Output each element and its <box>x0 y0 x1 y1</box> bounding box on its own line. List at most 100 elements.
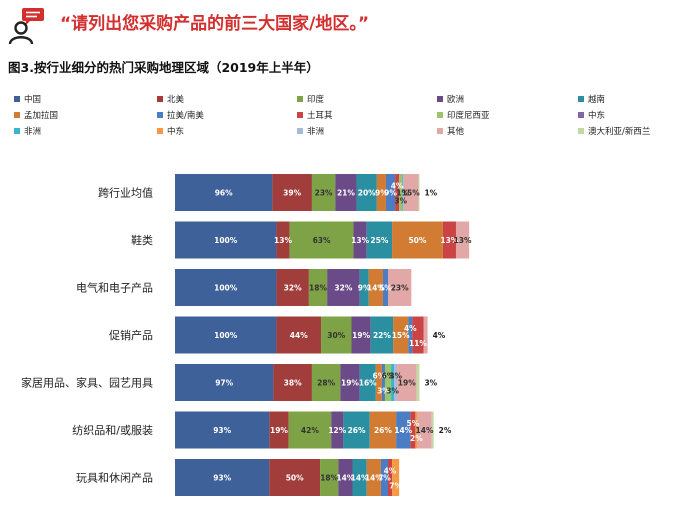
legend-label: 中东 <box>588 111 606 121</box>
data-label: 15% <box>402 189 420 198</box>
data-label: 93% <box>213 474 231 483</box>
legend-label: 澳大利亚/新西兰 <box>588 127 651 137</box>
legend-label: 中东 <box>167 127 185 137</box>
legend-item: 中东 <box>578 109 605 121</box>
bar-segment <box>175 269 277 306</box>
data-label: 42% <box>301 426 319 435</box>
legend-item: 印度 <box>297 93 324 105</box>
legend-swatch <box>437 112 443 118</box>
legend-item: 印度尼西亚 <box>437 109 490 121</box>
bar-segment <box>417 411 432 449</box>
legend-swatch <box>157 96 163 102</box>
bar-segment <box>276 316 322 354</box>
bar-segment <box>380 459 389 496</box>
data-label: 14% <box>351 474 369 483</box>
data-label: 3% <box>394 197 407 206</box>
bar-segment <box>276 221 290 259</box>
legend-label: 拉美/南美 <box>167 111 204 121</box>
person-speech-bubble-icon <box>8 8 44 45</box>
data-label: 100% <box>214 236 238 245</box>
legend-item: 澳大利亚/新西兰 <box>578 125 650 137</box>
bar-segment <box>368 269 383 306</box>
data-label: 4% <box>391 182 404 191</box>
legend-item: 越南 <box>578 93 605 105</box>
legend-label: 中国 <box>24 95 42 105</box>
data-label: 9% <box>358 284 371 293</box>
legend-swatch <box>578 112 584 118</box>
legend-swatch <box>14 128 20 134</box>
bar-segment <box>397 364 417 401</box>
bar-segment <box>175 316 277 354</box>
legend-label: 越南 <box>588 95 606 105</box>
data-label: 13% <box>351 236 369 245</box>
data-label: 14% <box>416 426 434 435</box>
bar-segment <box>273 364 312 401</box>
legend-swatch <box>578 128 584 134</box>
bar-segment <box>394 364 398 401</box>
data-label: 11% <box>409 339 427 348</box>
data-label: 18% <box>309 284 327 293</box>
data-label: 5% <box>406 419 419 428</box>
data-label: 19% <box>352 331 370 340</box>
category-label: 跨行业均值 <box>98 187 153 200</box>
data-label: 4% <box>384 467 397 476</box>
legend-item: 欧洲 <box>437 93 464 105</box>
data-label: 13% <box>440 236 458 245</box>
data-label: 6% <box>382 372 395 381</box>
legend-swatch <box>14 112 20 118</box>
data-label: 1% <box>396 189 409 198</box>
bar-segment <box>335 174 357 211</box>
bar-segment <box>311 174 336 211</box>
data-label: 3% <box>386 387 399 396</box>
data-label: 13% <box>454 236 472 245</box>
data-label: 2% <box>439 426 452 435</box>
data-label: 28% <box>317 379 335 388</box>
data-label: 9% <box>375 189 388 198</box>
legend: 中国 北美 印度 欧洲 越南 孟加拉国 拉美/南美 土耳其 印度尼西亚 中东 非… <box>0 88 680 138</box>
bar-segment <box>395 174 400 211</box>
legend-item: 非洲 <box>297 125 324 137</box>
bar-segment <box>175 364 274 401</box>
bar-segment <box>384 364 392 401</box>
bar-segment <box>392 459 400 496</box>
legend-label: 印度尼西亚 <box>447 111 490 121</box>
bar-segment <box>403 174 419 211</box>
bar-segment <box>369 411 397 449</box>
legend-item: 孟加拉国 <box>14 109 58 121</box>
legend-swatch <box>157 128 163 134</box>
bar-segment <box>392 221 443 259</box>
bar-segment <box>311 364 341 401</box>
data-label: 97% <box>215 379 233 388</box>
data-label: 2% <box>410 434 423 443</box>
data-label: 22% <box>373 331 391 340</box>
data-label: 19% <box>270 426 288 435</box>
bar-segment <box>431 411 434 449</box>
bar-segment <box>356 174 377 211</box>
bar-segment <box>289 221 354 259</box>
legend-item: 土耳其 <box>297 109 333 121</box>
bar-segment <box>412 316 424 354</box>
bar-segment <box>327 269 360 306</box>
data-label: 7% <box>389 482 402 491</box>
bar-segment <box>385 174 396 211</box>
legend-swatch <box>157 112 163 118</box>
data-label: 30% <box>327 331 345 340</box>
bar-segment <box>366 221 393 259</box>
legend-label: 北美 <box>167 95 185 105</box>
bar-segment <box>366 459 381 496</box>
bar-segment <box>415 411 418 449</box>
bar-segment <box>353 221 367 259</box>
bar-segment <box>175 459 270 496</box>
data-label: 100% <box>214 331 238 340</box>
legend-label: 欧洲 <box>447 95 465 105</box>
bar-segment <box>175 174 273 211</box>
data-label: 100% <box>214 284 238 293</box>
legend-label: 孟加拉国 <box>24 111 59 121</box>
data-label: 14% <box>367 284 385 293</box>
data-label: 32% <box>284 284 302 293</box>
bar-segment <box>391 364 395 401</box>
legend-swatch <box>437 96 443 102</box>
bar-segment <box>269 411 289 449</box>
data-label: 14% <box>394 426 412 435</box>
data-label: 16% <box>359 379 377 388</box>
